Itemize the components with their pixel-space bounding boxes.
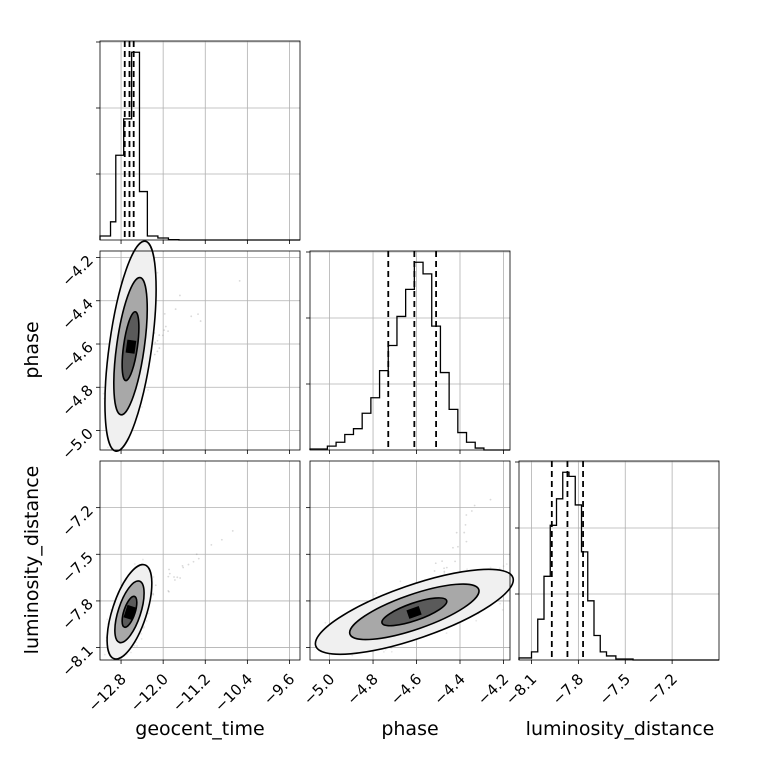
y-tick-label-phase: −4.8 [58,381,96,419]
y-tick-label-phase: −4.2 [58,252,96,290]
x-tick-label-phase: −4.6 [387,670,425,708]
y-tick-label-phase: −4.4 [58,295,96,333]
histogram-luminosity_distance [515,461,719,664]
x-tick-label-luminosity_distance: −7.8 [549,670,587,708]
x-tick-label-luminosity_distance: −8.1 [502,670,540,708]
joint-geocent_time-phase-frame [99,250,301,451]
x-tick-label-phase: −4.2 [474,670,512,708]
x-tick-label-geocent_time: −10.4 [211,670,256,715]
joint-phase-luminosity_distance [306,461,515,664]
x-tick-label-geocent_time: −11.2 [169,670,214,715]
hist-phase-frame [309,250,511,451]
joint-geocent_time-phase [96,240,300,454]
x-tick-label-luminosity_distance: −7.5 [596,670,634,708]
hist-step-luminosity_distance [518,471,719,661]
x-tick-label-luminosity_distance: −7.2 [642,670,680,708]
x-tick-label-phase: −4.4 [430,670,468,708]
y-tick-label-phase: −4.6 [58,338,96,376]
y-tick-label-phase: −5.0 [58,425,96,463]
joint-geocent_time-luminosity_distance-frame [99,460,301,661]
x-axis-label-geocent_time: geocent_time [135,718,264,740]
x-axis-label-luminosity_distance: luminosity_distance [526,718,715,740]
x-tick-label-geocent_time: −9.6 [260,670,298,708]
histogram-phase [306,251,510,454]
y-tick-label-luminosity_distance: −7.2 [58,502,96,540]
x-tick-label-geocent_time: −12.0 [127,670,172,715]
x-tick-label-phase: −5.0 [300,670,338,708]
hist-step-phase [309,261,510,451]
hist-step-geocent_time [99,51,300,241]
y-tick-label-luminosity_distance: −7.5 [58,548,96,586]
y-tick-label-luminosity_distance: −7.8 [58,595,96,633]
x-axis-label-phase: phase [381,718,438,740]
x-tick-label-geocent_time: −12.8 [85,670,130,715]
hist-geocent_time-frame [99,40,301,241]
density-peak [406,606,422,619]
y-axis-label-luminosity_distance: luminosity_distance [21,466,43,655]
hist-luminosity_distance-frame [518,460,720,661]
density-peak [125,339,137,354]
histogram-geocent_time [96,41,300,244]
y-tick-label-luminosity_distance: −8.1 [58,642,96,680]
density-peak [123,604,137,621]
joint-phase-luminosity_distance-frame [309,460,511,661]
y-axis-label-phase: phase [21,321,43,378]
x-tick-label-phase: −4.8 [343,670,381,708]
joint-geocent_time-luminosity_distance [96,461,300,664]
